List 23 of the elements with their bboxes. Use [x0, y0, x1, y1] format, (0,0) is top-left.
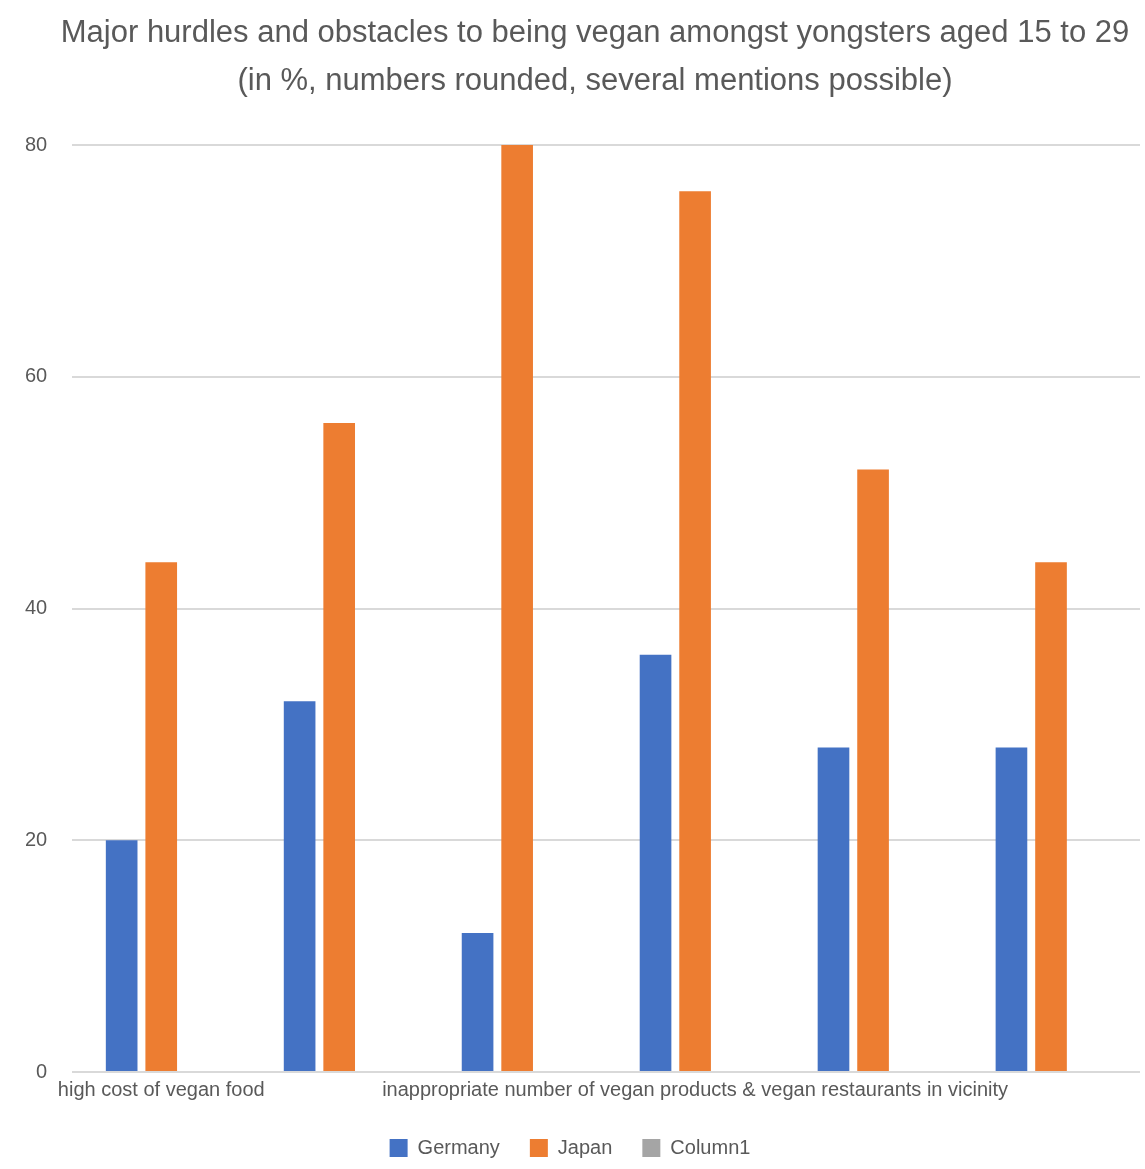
- chart-title: Major hurdles and obstacles to being vegan amongst yongsters aged 15 to 29 (in %, numbers rounded, several mentions possible): [59, 13, 1131, 99]
- bar: [817, 747, 850, 1071]
- bar: [145, 562, 178, 1071]
- legend-label: Japan: [557, 1135, 613, 1158]
- bar: [283, 701, 316, 1071]
- bar: [639, 654, 672, 1071]
- y-tick-label: 40: [25, 596, 48, 619]
- x-tick-label: inappropriate number of vegan products & vegan restaurants in vicinity: [382, 1077, 1009, 1100]
- bar: [323, 423, 356, 1071]
- y-tick-label: 60: [25, 364, 48, 387]
- bar: [995, 747, 1028, 1071]
- x-tick-label: high cost of vegan food: [57, 1077, 265, 1100]
- legend-label: Column1: [670, 1135, 751, 1158]
- bar: [1035, 562, 1067, 1071]
- bar: [501, 145, 533, 1071]
- y-tick-label: 20: [25, 827, 48, 850]
- bar: [857, 469, 889, 1071]
- bar: [461, 932, 494, 1071]
- y-tick-label: 80: [25, 132, 48, 155]
- y-tick-label: 0: [36, 1059, 48, 1082]
- legend-label: Germany: [417, 1135, 500, 1158]
- bar: [105, 840, 138, 1071]
- bar: [679, 191, 711, 1071]
